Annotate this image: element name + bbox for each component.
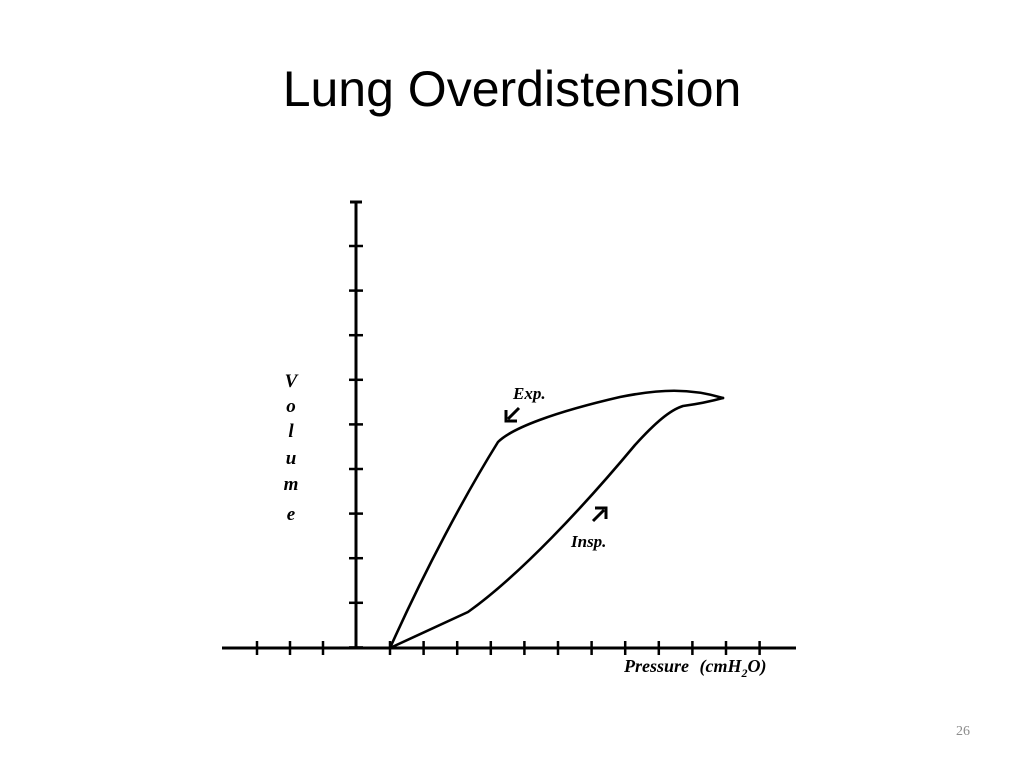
x-axis-label-unit-prefix: (cmH — [700, 656, 743, 677]
expiration-label: Exp. — [512, 384, 546, 403]
y-axis-ticks — [349, 244, 363, 649]
y-label-letter: o — [286, 396, 296, 417]
expiration-arrow-icon — [504, 406, 521, 423]
x-axis-label: Pressure (cmH2O) — [623, 656, 767, 680]
y-axis-label: V o l u m e — [284, 371, 299, 525]
x-axis-label-unit-subscript: 2 — [741, 666, 748, 680]
y-label-letter: e — [287, 504, 296, 525]
expiration-curve — [388, 389, 725, 650]
y-label-letter: u — [286, 448, 297, 469]
x-axis-label-main: Pressure — [623, 656, 689, 676]
slide-number: 26 — [956, 724, 970, 739]
inspiration-curve — [388, 396, 725, 650]
x-axis-ticks — [255, 641, 761, 655]
slide-title: Lung Overdistension — [282, 61, 742, 117]
inspiration-label: Insp. — [570, 532, 606, 551]
x-axis-label-unit-suffix: O) — [748, 656, 767, 677]
y-label-letter: l — [288, 421, 294, 442]
y-label-letter: m — [284, 474, 299, 495]
y-label-letter: V — [285, 371, 299, 392]
inspiration-arrow-icon — [591, 506, 608, 523]
